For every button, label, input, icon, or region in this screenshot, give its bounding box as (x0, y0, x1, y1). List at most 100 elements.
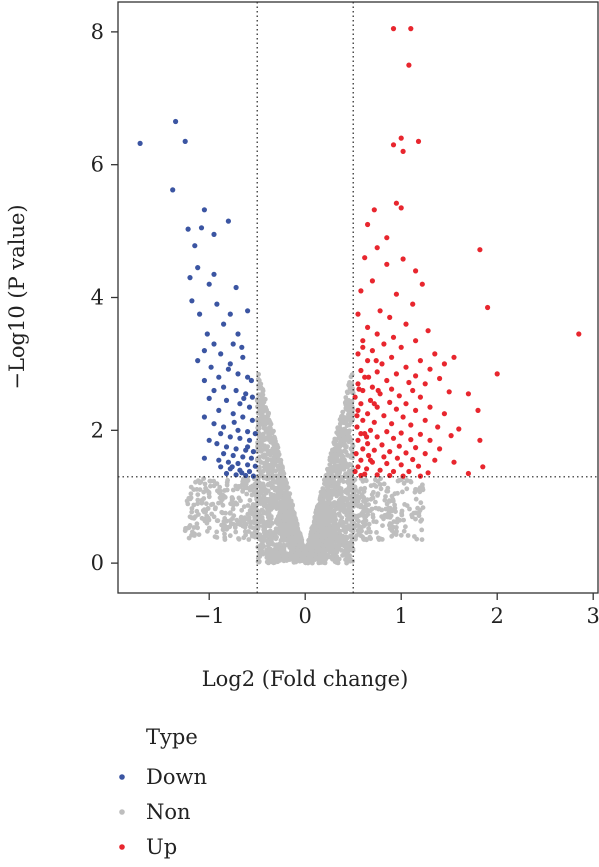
up-point (373, 358, 379, 364)
down-point (252, 463, 258, 469)
non-point (256, 431, 262, 436)
up-point (485, 304, 491, 311)
down-point (227, 434, 233, 440)
up-point (437, 375, 443, 382)
up-point (393, 200, 399, 206)
up-point (365, 324, 371, 330)
x-axis-label: Log2 (Fold change) (202, 667, 409, 691)
non-point (286, 498, 291, 504)
non-point (389, 533, 395, 539)
y-axis-label: −Log10 (P value) (5, 204, 29, 389)
up-point (381, 454, 387, 460)
non-point (223, 510, 228, 516)
non-point (197, 480, 203, 486)
down-point (208, 364, 214, 370)
non-point (342, 551, 347, 557)
down-point (221, 384, 227, 390)
non-point (386, 498, 392, 504)
non-point (339, 548, 345, 553)
non-point (202, 481, 208, 487)
non-point (250, 484, 256, 490)
down-point (249, 417, 255, 423)
down-point (240, 354, 246, 360)
legend-marker-up (119, 844, 125, 850)
non-point (357, 494, 363, 500)
down-point (245, 429, 251, 435)
down-point (216, 407, 222, 413)
non-point (341, 420, 347, 426)
up-point (403, 321, 409, 327)
non-point (224, 482, 230, 488)
up-point (408, 437, 414, 443)
non-significant-points (182, 371, 426, 566)
non-point (332, 436, 338, 442)
up-point (400, 414, 406, 420)
down-point (250, 473, 256, 479)
up-point (358, 367, 364, 374)
non-point (350, 390, 356, 395)
non-point (323, 533, 328, 538)
down-point (240, 454, 246, 460)
up-point (362, 374, 368, 380)
non-point (263, 435, 269, 441)
non-point (381, 516, 386, 522)
non-point (340, 520, 346, 526)
up-point (427, 437, 433, 443)
non-point (257, 381, 263, 387)
up-point (480, 464, 486, 470)
non-point (419, 527, 425, 533)
non-point (319, 552, 325, 557)
non-point (189, 506, 195, 511)
non-point (336, 511, 342, 517)
non-point (416, 510, 422, 515)
non-point (212, 534, 218, 540)
non-point (404, 503, 410, 508)
non-point (222, 531, 227, 537)
non-point (229, 501, 235, 507)
up-point (427, 366, 433, 372)
up-point (400, 473, 406, 479)
up-point (356, 386, 362, 392)
up-point (371, 207, 377, 213)
non-point (363, 518, 369, 524)
non-point (282, 517, 288, 523)
up-point (369, 384, 375, 390)
non-point (315, 508, 321, 514)
up-point (389, 421, 395, 427)
down-point (231, 419, 237, 425)
up-point (441, 411, 447, 417)
non-point (281, 479, 287, 484)
non-point (373, 499, 378, 505)
non-point (288, 535, 293, 541)
down-point (206, 281, 212, 287)
non-point (287, 491, 293, 497)
non-point (268, 468, 273, 473)
down-point (233, 284, 239, 291)
non-point (188, 484, 194, 490)
non-point (213, 505, 218, 511)
non-point (256, 392, 261, 397)
non-point (340, 409, 346, 415)
up-point (360, 338, 366, 344)
non-point (373, 505, 379, 511)
non-point (315, 539, 321, 544)
non-point (191, 525, 197, 530)
non-point (266, 511, 272, 517)
non-point (255, 456, 260, 462)
non-point (317, 533, 323, 539)
non-point (264, 519, 270, 525)
non-point (261, 460, 267, 466)
up-point (427, 404, 433, 410)
down-point (235, 427, 241, 433)
up-point (419, 281, 425, 287)
down-point (227, 361, 233, 367)
non-point (363, 477, 368, 483)
non-point (353, 523, 359, 529)
up-point (374, 434, 380, 440)
non-point (340, 442, 346, 448)
non-point (273, 552, 279, 558)
x-tick-label: 0 (299, 604, 312, 628)
non-point (273, 458, 279, 464)
non-point (345, 548, 351, 554)
